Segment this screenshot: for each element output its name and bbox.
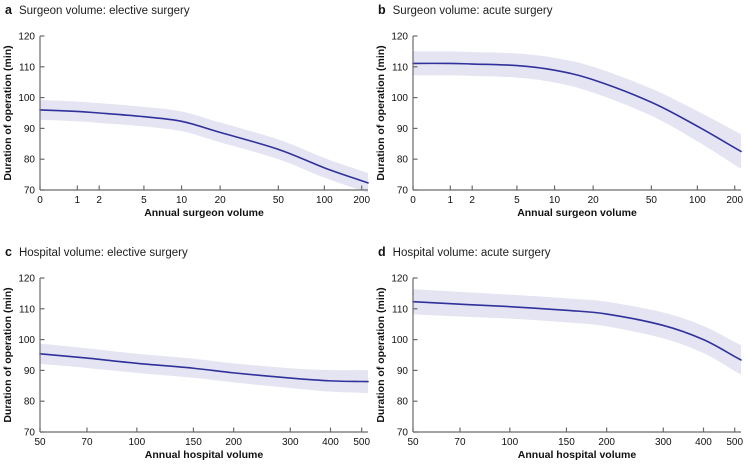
x-tick-label: 200 bbox=[353, 195, 370, 206]
confidence-band bbox=[413, 51, 741, 169]
x-tick-label: 300 bbox=[282, 437, 299, 448]
x-tick-label: 100 bbox=[501, 437, 518, 448]
x-tick-label: 200 bbox=[726, 195, 743, 206]
panel-title-text: Hospital volume: acute surgery bbox=[392, 247, 551, 259]
x-axis-title: Annual surgeon volume bbox=[517, 207, 637, 219]
y-tick-label: 110 bbox=[392, 62, 408, 73]
y-tick-label: 90 bbox=[397, 124, 409, 135]
y-tick-label: 110 bbox=[392, 304, 408, 315]
y-tick-label: 120 bbox=[18, 274, 35, 285]
panel-d-hospital-acute: d Hospital volume: acute surgery 70 80 90 10… bbox=[373, 234, 746, 468]
fitted-curve bbox=[39, 352, 369, 383]
y-axis-title: Duration of operation (min) bbox=[2, 287, 14, 422]
panel-letter: d bbox=[378, 245, 386, 259]
y-tick-label: 120 bbox=[391, 274, 408, 285]
panel-a-surgeon-elective: a Surgeon volume: elective surgery 70 80 90… bbox=[0, 0, 373, 234]
x-axis-title: Annual hospital volume bbox=[518, 449, 637, 461]
panel-title-text: Surgeon volume: acute surgery bbox=[392, 5, 553, 17]
panel-title: a Surgeon volume: elective surgery bbox=[5, 3, 190, 17]
x-tick-label: 0 bbox=[410, 195, 416, 206]
x-tick-label: 50 bbox=[34, 437, 46, 448]
panel-title-text: Hospital volume: elective surgery bbox=[18, 247, 188, 259]
x-tick-label: 400 bbox=[322, 437, 339, 448]
x-tick-label: 50 bbox=[646, 195, 658, 206]
y-tick-label: 90 bbox=[24, 366, 36, 377]
x-axis-title: Annual hospital volume bbox=[145, 449, 264, 461]
x-tick-label: 70 bbox=[81, 437, 93, 448]
x-tick-label: 100 bbox=[128, 437, 145, 448]
panel-b-surgeon-acute: b Surgeon volume: acute surgery 70 80 90 100… bbox=[373, 0, 746, 234]
fitted-curve bbox=[412, 300, 742, 361]
y-axis-title: Duration of operation (min) bbox=[375, 287, 387, 422]
x-tick-label: 5 bbox=[514, 195, 520, 206]
y-tick-label: 120 bbox=[391, 32, 408, 43]
y-tick-label: 100 bbox=[391, 335, 408, 346]
y-tick-label: 70 bbox=[24, 428, 36, 439]
x-tick-label: 2 bbox=[469, 195, 475, 206]
x-tick-label: 50 bbox=[407, 437, 419, 448]
y-axis-title: Duration of operation (min) bbox=[2, 45, 14, 180]
x-tick-label: 50 bbox=[273, 195, 285, 206]
x-tick-label: 500 bbox=[353, 437, 370, 448]
confidence-band bbox=[413, 289, 741, 375]
x-tick-label: 200 bbox=[225, 437, 242, 448]
panel-letter: c bbox=[5, 245, 12, 259]
confidence-band bbox=[40, 343, 368, 394]
y-axis-title: Duration of operation (min) bbox=[375, 45, 387, 180]
fitted-curve bbox=[39, 109, 369, 184]
x-tick-label: 150 bbox=[558, 437, 575, 448]
y-tick-label: 70 bbox=[397, 428, 409, 439]
x-tick-label: 400 bbox=[695, 437, 712, 448]
y-tick-label: 90 bbox=[397, 366, 409, 377]
x-tick-label: 150 bbox=[185, 437, 202, 448]
confidence-band bbox=[40, 100, 368, 193]
x-tick-label: 100 bbox=[689, 195, 706, 206]
y-tick-label: 90 bbox=[24, 124, 36, 135]
panel-letter: a bbox=[5, 3, 12, 17]
x-tick-label: 2 bbox=[96, 195, 102, 206]
x-tick-label: 5 bbox=[141, 195, 147, 206]
panel-a-plot: 70 80 90 100 110 120 0 1 2 5 10 20 50 100 200 Annual su… bbox=[2, 32, 370, 220]
y-tick-label: 80 bbox=[24, 397, 36, 408]
y-tick-label: 70 bbox=[397, 186, 409, 197]
panel-letter: b bbox=[378, 3, 386, 17]
x-tick-label: 1 bbox=[448, 195, 454, 206]
y-tick-label: 100 bbox=[391, 93, 408, 104]
y-tick-label: 80 bbox=[397, 155, 409, 166]
panel-title: d Hospital volume: acute surgery bbox=[378, 245, 551, 259]
panel-b-plot: 70 80 90 100 110 120 0 1 2 5 10 20 50 100 200 Annual su… bbox=[375, 32, 743, 220]
x-tick-label: 0 bbox=[37, 195, 43, 206]
y-tick-label: 100 bbox=[18, 335, 35, 346]
x-tick-label: 10 bbox=[176, 195, 188, 206]
x-tick-label: 500 bbox=[726, 437, 743, 448]
y-tick-label: 80 bbox=[397, 397, 409, 408]
x-tick-label: 70 bbox=[454, 437, 466, 448]
fitted-curve bbox=[412, 62, 742, 153]
x-tick-label: 100 bbox=[316, 195, 333, 206]
y-tick-label: 100 bbox=[18, 93, 35, 104]
y-tick-label: 120 bbox=[18, 32, 35, 43]
panel-title-text: Surgeon volume: elective surgery bbox=[18, 5, 190, 17]
x-tick-label: 10 bbox=[549, 195, 561, 206]
y-tick-label: 110 bbox=[19, 62, 35, 73]
x-tick-label: 200 bbox=[598, 437, 615, 448]
x-tick-label: 300 bbox=[655, 437, 672, 448]
y-tick-label: 110 bbox=[19, 304, 35, 315]
panel-title: b Surgeon volume: acute surgery bbox=[378, 3, 552, 17]
x-tick-label: 1 bbox=[75, 195, 81, 206]
x-axis-title: Annual surgeon volume bbox=[144, 207, 264, 219]
x-tick-label: 20 bbox=[215, 195, 227, 206]
panel-title: c Hospital volume: elective surgery bbox=[5, 245, 188, 259]
x-tick-label: 20 bbox=[588, 195, 600, 206]
y-tick-label: 80 bbox=[24, 155, 36, 166]
y-tick-label: 70 bbox=[24, 186, 36, 197]
panel-c-hospital-elective: c Hospital volume: elective surgery 70 80 9… bbox=[0, 234, 373, 468]
